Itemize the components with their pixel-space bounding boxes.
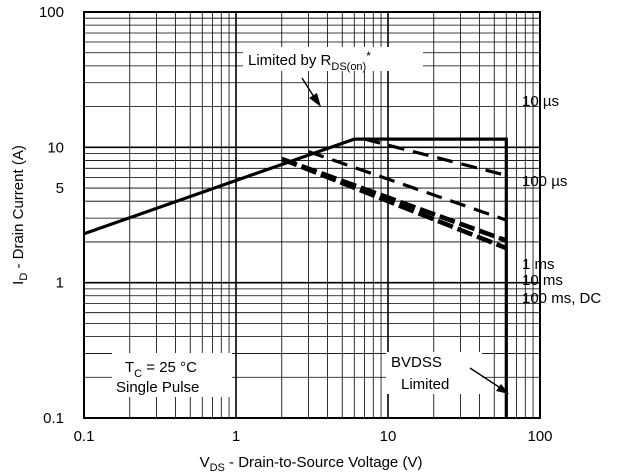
limited-arrowhead-icon [309, 93, 321, 107]
tc-label: TC = 25 °C [125, 359, 197, 380]
conditions-bg [112, 353, 232, 397]
y-tick-label: 5 [56, 180, 64, 197]
y-axis-title: ID - Drain Current (A) [10, 145, 30, 285]
bvdss-limited-label: Limited [401, 376, 449, 393]
grid-lines [83, 12, 540, 419]
bvdss-arrowhead-icon [496, 384, 509, 394]
x-tick-labels: 0.1 1 10 100 [74, 428, 553, 445]
single-pulse-label: Single Pulse [116, 379, 199, 396]
plot-frame [83, 11, 541, 419]
series-line-100-ms-dc [280, 156, 508, 251]
bvdss-label: BVDSS [391, 354, 442, 371]
x-tick-label: 1 [232, 428, 240, 445]
series-line-10-s [83, 137, 508, 418]
x-tick-label: 10 [380, 428, 397, 445]
limited-by-rdson-bg [243, 47, 423, 71]
series-label-100ms-dc: 100 ms, DC [522, 290, 601, 307]
limited-by-rdson-label: Limited by RDS(on)* [248, 49, 371, 73]
series-label-10ms: 10 ms [522, 272, 563, 289]
bvdss-arrow-line [469, 367, 503, 390]
x-tick-label: 100 [527, 428, 552, 445]
y-tick-label: 10 [47, 139, 64, 156]
series-line-1-ms [307, 150, 507, 222]
y-tick-label: 0.1 [43, 410, 64, 427]
bvdss-bg [386, 352, 482, 394]
y-tick-label: 100 [39, 4, 64, 21]
series-line-100-s [364, 137, 507, 177]
series-label-100us: 100 µs [522, 173, 567, 190]
x-tick-label: 0.1 [74, 428, 95, 445]
x-axis-title: VDS - Drain-to-Source Voltage (V) [200, 454, 423, 473]
series-lines [83, 137, 508, 418]
series-label-1ms: 1 ms [522, 256, 555, 273]
y-tick-labels: 0.1 1 5 10 100 [39, 4, 64, 427]
series-line-10-ms [281, 156, 508, 243]
y-tick-label: 1 [56, 275, 64, 292]
